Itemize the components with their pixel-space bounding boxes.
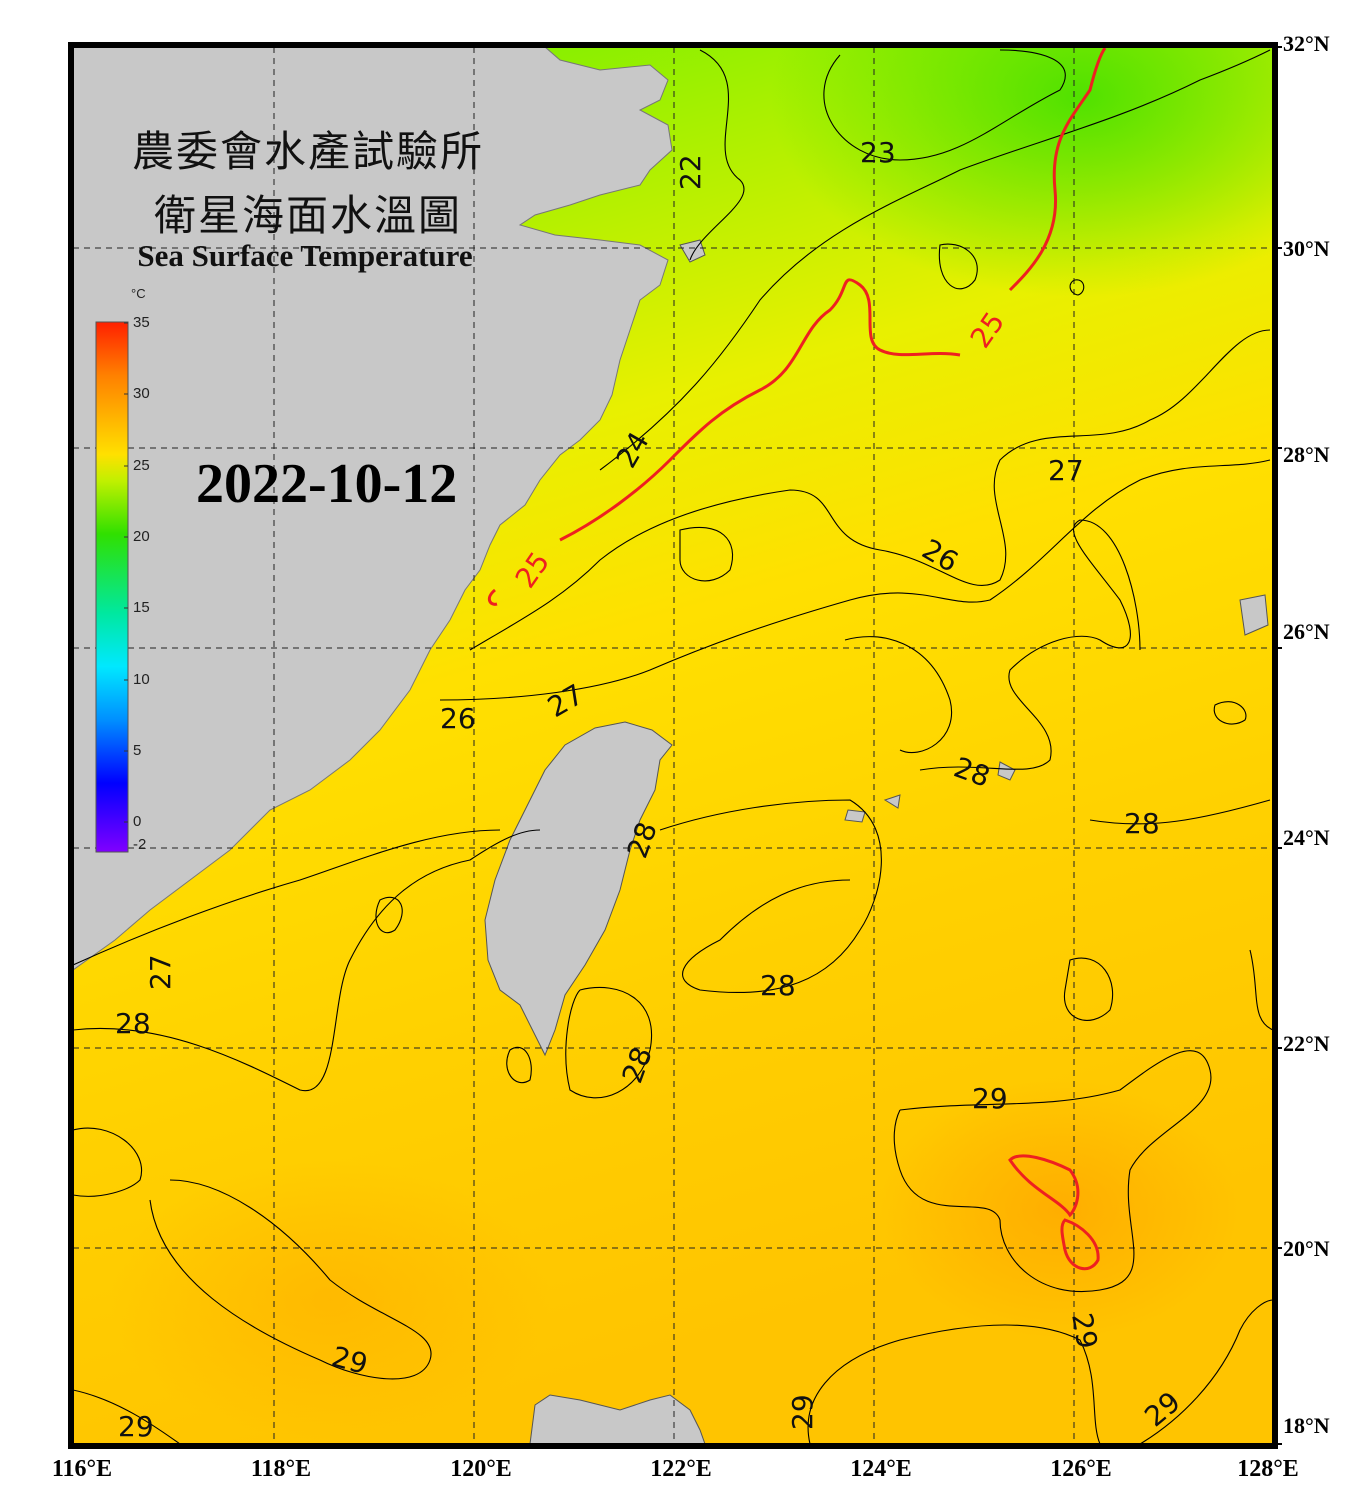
title-chinese-institute: 農委會水產試驗所 [131, 127, 484, 176]
ryukyu-island-1 [997, 761, 1016, 781]
title-english: Sea Surface Temperature [137, 238, 473, 273]
lat-label: 30°N [1283, 236, 1330, 261]
colorbar-tick-label: 10 [133, 671, 150, 688]
colorbar-tick-label: -2 [133, 836, 147, 853]
contour-label: 27 [144, 954, 177, 990]
colorbar-tick-label: 15 [133, 599, 150, 616]
colorbar-tick-label: 20 [133, 528, 150, 545]
ryukyu-island-2 [844, 809, 866, 823]
lat-label: 28°N [1283, 442, 1330, 467]
colorbar-tick-label: 35 [133, 314, 150, 331]
contour-label: 26 [440, 702, 476, 735]
colorbar [95, 321, 129, 853]
lat-label: 32°N [1283, 31, 1330, 56]
luzon [529, 1394, 706, 1444]
lat-label: 18°N [1283, 1413, 1330, 1438]
contour-label: 29 [972, 1082, 1008, 1115]
map-frame [68, 42, 1278, 1449]
colorbar-unit: °C [131, 286, 146, 301]
lon-label: 118°E [250, 1456, 312, 1482]
colorbar-tick-label: 25 [133, 457, 150, 474]
isotherm-25-highlight [487, 47, 1107, 1271]
lon-label: 120°E [450, 1456, 512, 1482]
colorbar-tick-label: 30 [133, 385, 150, 402]
warm-area-south [110, 1160, 550, 1440]
warm-core [880, 1080, 1240, 1340]
contour-label: 28 [115, 1007, 151, 1040]
map-date: 2022-10-12 [196, 453, 458, 515]
contour-label: 29 [786, 1394, 819, 1430]
contour-label: 29 [1065, 1310, 1104, 1351]
colorbar-tick-label: 0 [133, 813, 142, 830]
lat-label: 20°N [1283, 1236, 1330, 1261]
lon-label: 128°E [1237, 1456, 1299, 1482]
isotherms [73, 49, 1273, 1444]
taiwan [484, 721, 673, 1057]
lat-label: 22°N [1283, 1031, 1330, 1056]
colorbar-ticks [124, 322, 128, 823]
lon-label: 122°E [650, 1456, 712, 1482]
contour-label: 28 [760, 969, 796, 1002]
graticule [73, 47, 1273, 1444]
lat-label: 24°N [1283, 825, 1330, 850]
lat-ticks [1275, 46, 1282, 1445]
lon-label: 116°E [51, 1456, 113, 1482]
contour-label: 23 [860, 136, 896, 169]
contour-label: 22 [674, 154, 707, 190]
contour-label: 27 [1048, 454, 1084, 487]
contour-label: 29 [118, 1410, 154, 1443]
colorbar-tick-label: 5 [133, 742, 142, 759]
contour-label: 28 [1124, 807, 1160, 840]
lat-label: 26°N [1283, 619, 1330, 644]
china-mainland [73, 47, 673, 971]
title-chinese-map: 衛星海面水溫圖 [153, 191, 462, 240]
ryukyu-island-4 [1239, 594, 1269, 636]
ryukyu-island-3 [883, 794, 901, 809]
lon-label: 124°E [850, 1456, 912, 1482]
lon-label: 126°E [1050, 1456, 1112, 1482]
